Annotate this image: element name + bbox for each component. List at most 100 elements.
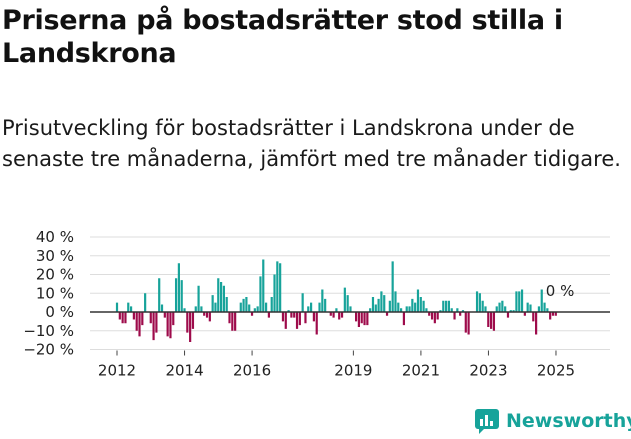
bar [422,300,425,312]
bar [335,308,338,312]
bar [436,312,439,320]
bar [416,289,420,312]
bar [366,312,369,326]
last-value-label: 0 % [546,282,575,300]
bar [256,306,259,312]
bar [447,300,451,312]
bar [214,302,217,312]
bar [484,306,487,312]
bar [523,312,526,316]
bar [354,312,358,322]
bar [172,312,175,326]
bar [551,312,555,316]
bar [177,263,180,312]
bar [234,312,237,331]
bar [535,312,538,335]
bar [189,312,192,342]
bar [363,312,366,326]
bar [301,293,304,312]
bar [270,297,273,312]
bar [537,306,541,312]
bar [321,289,324,312]
newsworthy-logo-icon [475,409,499,434]
bar [338,312,341,320]
bar [253,308,256,312]
bar [405,306,408,312]
bar [478,293,481,312]
bar [242,298,245,312]
bar [518,291,521,312]
bar [419,297,422,312]
bar [144,293,147,312]
bar [430,312,434,320]
bar [262,259,265,312]
bar [186,312,189,333]
bar [464,312,467,333]
bar [414,302,417,312]
y-tick-label: 0 % [45,303,74,321]
bar [374,304,377,312]
bar [385,312,389,316]
bar [295,312,299,329]
bar [309,302,313,312]
bar [340,312,344,318]
x-axis-ticks: 2012 2014 2016 2019 2021 2023 2025 [98,350,575,380]
bar [183,308,186,312]
bar [475,291,479,312]
bar [158,278,161,312]
bar [343,287,346,312]
bar [219,282,223,312]
bar [512,310,515,312]
bar [532,312,535,322]
y-tick-label: 30 % [36,247,74,265]
bar [501,300,504,312]
bar [324,298,327,312]
bar [453,312,456,320]
bar [203,312,206,316]
bar [400,308,403,312]
brand-name: Newsworthy [506,410,631,432]
bar [152,312,155,341]
bar [132,312,135,320]
bar [450,308,453,312]
newsworthy-logo: Newsworthy [474,408,631,434]
bar [369,308,372,312]
bar [194,306,197,312]
bar [459,312,462,316]
bar [402,312,406,326]
y-tick-label: 20 % [36,266,74,284]
bar [467,312,470,335]
bar [141,312,144,326]
y-tick-label: −10 % [23,322,74,340]
bar [118,312,121,320]
bar [346,295,349,312]
bar [388,300,391,312]
bar [428,312,431,316]
bar [245,297,248,312]
bar [492,312,496,331]
y-axis-ticks: −20 %−10 %0 %10 %20 %30 %40 % [23,228,74,359]
bar [442,300,445,312]
bar [287,310,290,312]
bar [391,261,394,312]
bar [397,302,400,312]
bar [121,312,124,324]
bar [211,295,214,312]
bar [217,278,220,312]
bar [504,306,507,312]
bar [205,312,209,318]
bar-chart: −20 %−10 %0 %10 %20 %30 %40 % 2012 2014 20… [23,228,610,380]
bar [149,312,152,324]
bar [357,312,361,327]
bar [315,312,318,335]
bar [228,312,231,324]
bar [509,310,512,312]
chart-subtitle: Prisutveckling för bostadsrätter i Lands… [2,116,621,171]
bar [135,312,138,331]
bar [276,261,279,312]
bar [383,295,386,312]
bar [304,312,307,324]
bar [166,312,169,337]
bar [515,291,518,312]
bar [163,312,166,318]
